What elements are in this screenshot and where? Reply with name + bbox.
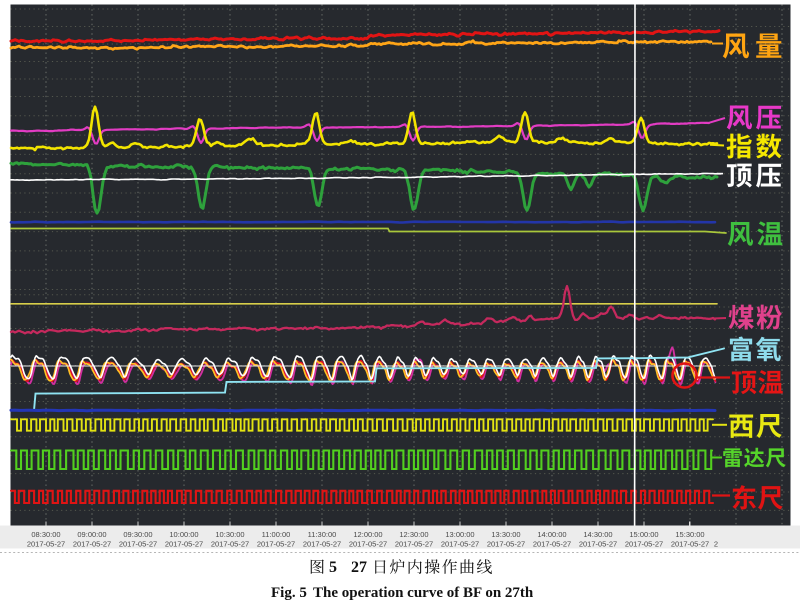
svg-text:2017-05-27: 2017-05-27 [303, 540, 341, 549]
svg-text:5: 5 [329, 559, 337, 576]
svg-text:11:30:00: 11:30:00 [308, 530, 337, 539]
svg-text:13:00:00: 13:00:00 [445, 530, 474, 539]
svg-text:09:00:00: 09:00:00 [77, 530, 106, 539]
svg-text:13:30:00: 13:30:00 [491, 530, 520, 539]
svg-text:2017-05-27: 2017-05-27 [349, 540, 387, 549]
svg-text:Fig. 5: Fig. 5 [271, 585, 307, 601]
svg-text:2017-05-27: 2017-05-27 [73, 540, 111, 549]
svg-text:10:30:00: 10:30:00 [215, 530, 244, 539]
svg-text:2017-05-27: 2017-05-27 [211, 540, 249, 549]
svg-text:2: 2 [714, 540, 718, 549]
svg-text:2017-05-27: 2017-05-27 [579, 540, 617, 549]
svg-text:2017-05-27: 2017-05-27 [441, 540, 479, 549]
svg-text:14:30:00: 14:30:00 [583, 530, 612, 539]
svg-text:2017-05-27: 2017-05-27 [257, 540, 295, 549]
svg-text:15:00:00: 15:00:00 [629, 530, 658, 539]
svg-text:2017-05-27: 2017-05-27 [625, 540, 663, 549]
svg-text:12:00:00: 12:00:00 [353, 530, 382, 539]
svg-text:15:30:00: 15:30:00 [675, 530, 704, 539]
svg-text:2017-05-27: 2017-05-27 [27, 540, 65, 549]
svg-text:2017-05-27: 2017-05-27 [533, 540, 571, 549]
svg-text:09:30:00: 09:30:00 [123, 530, 152, 539]
svg-text:2017-05-27: 2017-05-27 [165, 540, 203, 549]
svg-text:The operation curve of BF on 2: The operation curve of BF on 27th [313, 585, 534, 601]
svg-text:2017-05-27: 2017-05-27 [671, 540, 709, 549]
svg-text:08:30:00: 08:30:00 [31, 530, 60, 539]
svg-text:2017-05-27: 2017-05-27 [487, 540, 525, 549]
svg-text:10:00:00: 10:00:00 [169, 530, 198, 539]
svg-text:11:00:00: 11:00:00 [262, 530, 291, 539]
svg-text:12:30:00: 12:30:00 [399, 530, 428, 539]
svg-text:2017-05-27: 2017-05-27 [119, 540, 157, 549]
svg-text:27: 27 [351, 559, 367, 576]
svg-text:14:00:00: 14:00:00 [537, 530, 566, 539]
svg-text:2017-05-27: 2017-05-27 [395, 540, 433, 549]
